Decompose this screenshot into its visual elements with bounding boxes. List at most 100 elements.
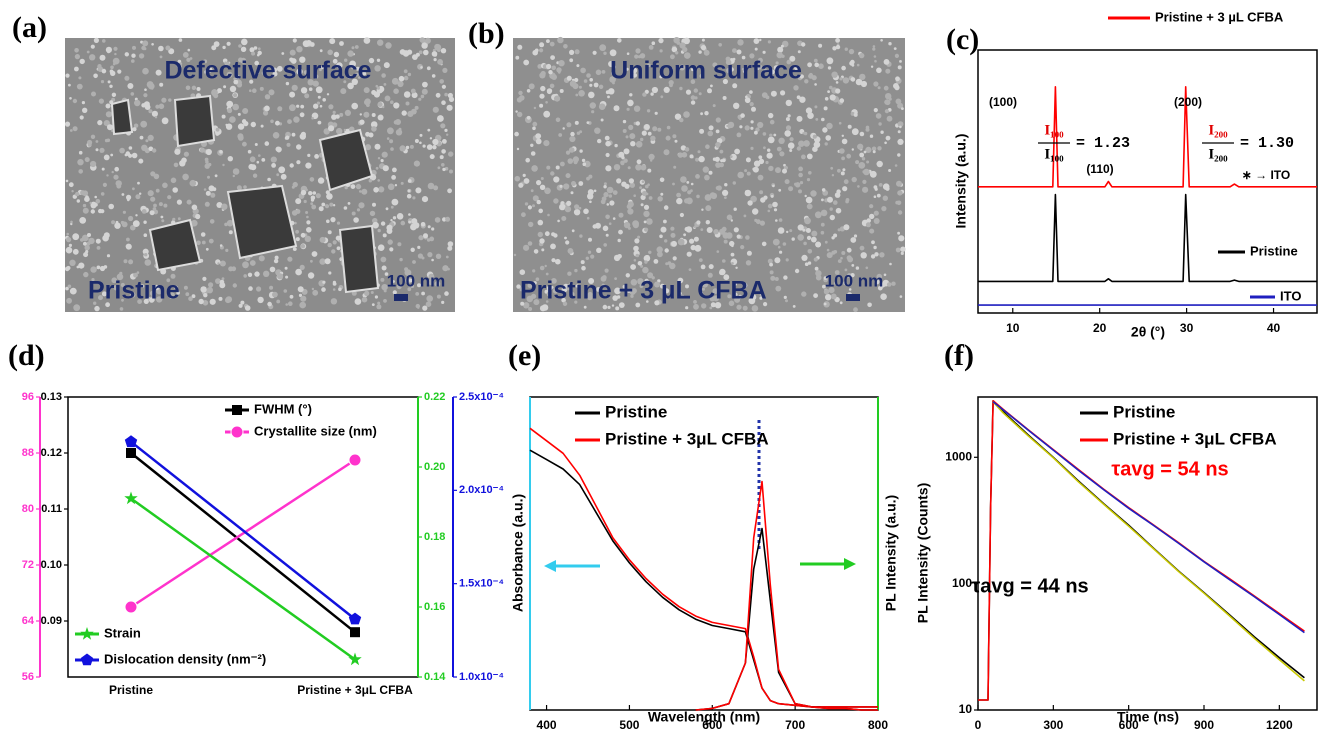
sem-grain: [609, 222, 612, 225]
sem-grain: [390, 219, 392, 221]
sem-grain: [750, 147, 753, 150]
sem-grain: [415, 187, 421, 193]
y-tick-label: 72: [22, 559, 34, 571]
sem-grain: [153, 204, 157, 208]
sem-grain: [377, 87, 380, 90]
sem-grain: [548, 70, 552, 74]
sem-grain: [709, 264, 714, 269]
sem-grain: [384, 62, 390, 68]
y-tick-label: 1000: [945, 449, 972, 463]
sem-grain: [584, 79, 588, 83]
sem-grain: [383, 299, 387, 303]
sem-grain: [550, 84, 555, 89]
y-tick-label: 2.5x10⁻⁴: [459, 391, 504, 403]
sem-grain: [724, 183, 727, 186]
sem-grain: [138, 159, 143, 164]
sem-grain: [271, 157, 277, 163]
sem-grain: [581, 266, 586, 271]
sem-grain: [605, 136, 610, 141]
sem-grain: [624, 222, 630, 228]
figure: (a) (b) (c) (d) (e) (f) Defective surfac…: [0, 0, 1319, 730]
sem-grain: [852, 128, 859, 135]
y-tick-label: 80: [22, 503, 34, 515]
sem-grain: [211, 89, 218, 96]
sem-grain: [114, 167, 119, 172]
sem-grain: [124, 76, 129, 81]
sem-grain: [874, 60, 877, 63]
sem-grain: [442, 168, 445, 171]
sem-grain: [680, 176, 687, 183]
sem-grain: [587, 217, 590, 220]
sem-grain: [694, 88, 698, 92]
sem-grain: [895, 54, 899, 58]
sem-grain: [316, 193, 321, 198]
sem-grain: [694, 226, 697, 229]
sem-grain: [139, 53, 144, 58]
sem-grain: [78, 76, 81, 79]
sem-grain: [575, 49, 580, 54]
sem-grain: [133, 220, 140, 227]
sem-grain: [841, 171, 845, 175]
sem-grain: [627, 108, 630, 111]
sem-grain: [393, 290, 397, 294]
sem-grain: [391, 206, 394, 209]
sem-grain: [538, 209, 543, 214]
sem-grain: [675, 140, 678, 143]
sem-grain: [677, 41, 681, 45]
sem-grain: [590, 102, 596, 108]
sem-grain: [378, 157, 380, 159]
sem-grain: [253, 174, 257, 178]
sem-grain: [821, 199, 824, 202]
sem-grain: [773, 134, 776, 137]
sem-grain: [127, 198, 130, 201]
panel-label: (f): [944, 339, 974, 372]
sem-grain: [381, 257, 387, 263]
sem-grain: [277, 273, 283, 279]
sem-grain: [686, 181, 689, 184]
sem-grain: [364, 37, 371, 44]
sem-grain: [818, 63, 824, 69]
sem-grain: [745, 190, 748, 193]
sem-grain: [690, 189, 693, 192]
sem-grain: [630, 264, 636, 270]
sem-grain: [226, 101, 233, 108]
sem-grain: [546, 273, 549, 276]
sem-grain: [167, 195, 171, 199]
sem-grain: [320, 105, 323, 108]
sem-grain: [314, 154, 319, 159]
sem-grain: [634, 259, 637, 262]
sem-grain: [586, 73, 591, 78]
sem-grain: [312, 251, 318, 257]
sem-grain: [331, 298, 337, 304]
sem-grain: [385, 42, 391, 48]
sem-grain: [801, 155, 806, 160]
sem-grain: [285, 303, 288, 306]
sem-grain: [374, 65, 380, 71]
x-tick-label: 0: [975, 718, 982, 730]
sem-grain: [614, 164, 620, 170]
sem-grain: [80, 238, 84, 242]
sem-grain: [623, 120, 626, 123]
sem-grain: [859, 74, 865, 80]
sem-grain: [815, 242, 821, 248]
sem-grain: [376, 304, 381, 309]
sem-grain: [296, 144, 301, 149]
sem-grain: [866, 161, 869, 164]
sem-grain: [339, 41, 344, 46]
sem-grain: [821, 118, 825, 122]
sem-grain: [248, 286, 253, 291]
sem-grain: [652, 126, 657, 131]
sem-grain: [296, 46, 302, 52]
sem-grain: [602, 70, 606, 74]
sem-grain: [88, 143, 92, 147]
sem-grain: [541, 248, 544, 251]
sem-grain: [563, 44, 568, 49]
sem-grain: [381, 73, 386, 78]
sem-grain: [852, 177, 857, 182]
sem-grain: [387, 137, 390, 140]
sem-grain: [830, 167, 833, 170]
sem-grain: [607, 203, 610, 206]
sem-grain: [344, 129, 346, 131]
sem-grain: [717, 185, 722, 190]
sem-grain: [208, 282, 213, 287]
